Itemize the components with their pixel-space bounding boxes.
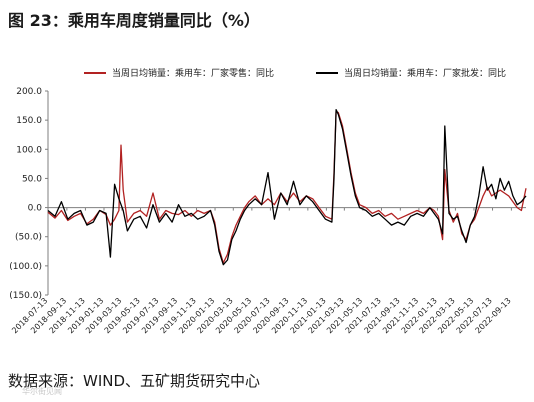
series-line-wholesale (47, 109, 527, 266)
y-tick-label: (100.0) (9, 262, 42, 272)
y-tick-label: 200.0 (16, 87, 42, 97)
legend-item-retail: 当周日均销量：乘用车：厂家零售：同比 (84, 66, 274, 79)
y-tick-label: (50.0) (15, 233, 42, 243)
y-tick-label: 150.0 (16, 116, 42, 126)
figure-title: 图 23：乘用车周度销量同比（%） (8, 11, 260, 30)
line-chart: 200.0 150.0 100.0 50.0 0.0 (50.0) (100.0) (150.… (9, 87, 527, 335)
y-tick-label: (150.0) (9, 291, 42, 301)
y-tick-label: 50.0 (22, 174, 42, 184)
y-tick-label: 0.0 (28, 204, 43, 214)
legend-label-retail: 当周日均销量：乘用车：厂家零售：同比 (112, 69, 275, 79)
legend-swatch-wholesale (316, 71, 339, 74)
y-tick-label: 100.0 (16, 145, 42, 155)
chart-legend: 当周日均销量：乘用车：厂家零售：同比 当周日均销量：乘用车：厂家批发：同比 (84, 66, 506, 79)
legend-swatch-retail (84, 71, 106, 74)
source-note: 数据来源：WIND、五矿期货研究中心 (8, 372, 261, 390)
series-line-retail (47, 110, 527, 264)
legend-item-wholesale: 当周日均销量：乘用车：厂家批发：同比 (316, 66, 506, 79)
legend-label-wholesale: 当周日均销量：乘用车：厂家批发：同比 (344, 69, 507, 79)
watermark-text: 华尔街见闻 (22, 387, 62, 396)
